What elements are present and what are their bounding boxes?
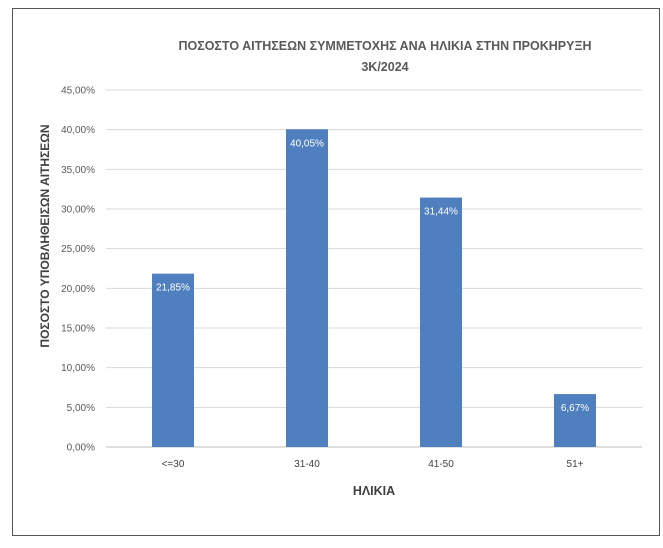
y-tick-label: 35,00% xyxy=(61,165,95,176)
chart-title-line-1: ΠΟΣΟΣΤΟ ΑΙΤΗΣΕΩΝ ΣΥΜΜΕΤΟΧΗΣ ΑΝΑ ΗΛΙΚΙΑ Σ… xyxy=(178,39,592,53)
data-label: 40,05% xyxy=(290,138,324,149)
y-tick-label: 20,00% xyxy=(61,284,95,295)
y-axis-label: ΠΟΣΟΣΤΟ ΥΠΟΒΛΗΘΕΙΣΩΝ ΑΙΤΗΣΕΩΝ xyxy=(38,124,52,347)
x-tick-label: <=30 xyxy=(162,459,185,470)
x-tick-labels: <=30 31-40 41-50 51+ xyxy=(162,459,584,470)
y-tick-label: 45,00% xyxy=(61,86,95,97)
y-tick-label: 0,00% xyxy=(67,443,95,454)
y-tick-label: 5,00% xyxy=(67,403,95,414)
bar xyxy=(554,394,596,447)
y-tick-label: 15,00% xyxy=(61,324,95,335)
x-tick-label: 41-50 xyxy=(428,459,454,470)
y-tick-label: 40,00% xyxy=(61,125,95,136)
y-tick-label: 30,00% xyxy=(61,205,95,216)
data-label: 6,67% xyxy=(561,403,589,414)
chart-frame xyxy=(12,8,660,536)
gridlines xyxy=(106,89,642,448)
chart-title-line-2: 3Κ/2024 xyxy=(361,60,409,74)
bars: 21,85% 40,05% 31,44% 6,67% xyxy=(152,129,596,447)
y-tick-label: 25,00% xyxy=(61,244,95,255)
data-label: 31,44% xyxy=(424,207,458,218)
y-tick-label: 10,00% xyxy=(61,363,95,374)
bar xyxy=(420,197,462,447)
data-label: 21,85% xyxy=(156,283,190,294)
bar xyxy=(152,273,194,447)
bar xyxy=(286,129,328,447)
x-axis-label: ΗΛΙΚΙΑ xyxy=(353,484,395,498)
x-tick-label: 31-40 xyxy=(294,459,320,470)
x-tick-label: 51+ xyxy=(567,459,584,470)
y-tick-labels: 0,00% 5,00% 10,00% 15,00% 20,00% 25,00% 30,00%… xyxy=(61,86,95,454)
